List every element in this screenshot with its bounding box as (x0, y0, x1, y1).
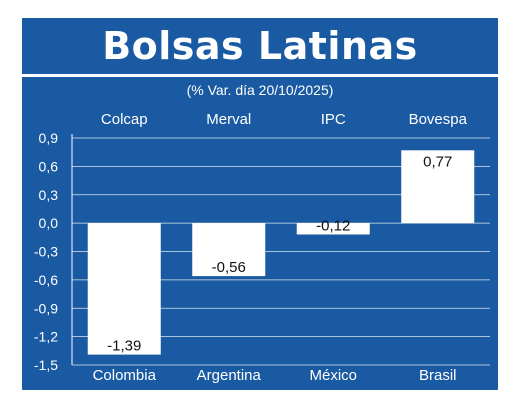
data-label: -0,56 (212, 259, 246, 276)
y-tick-label: -1,5 (34, 357, 58, 373)
bar-colombia (87, 223, 161, 355)
series-label: Merval (206, 111, 251, 128)
bar-argentina (192, 223, 266, 277)
y-tick-label: 0,3 (39, 187, 59, 203)
chart-title: Bolsas Latinas (102, 24, 418, 68)
y-tick-label: -0,3 (34, 244, 58, 260)
x-tick-label: Argentina (197, 367, 262, 384)
x-tick-label: Brasil (419, 367, 457, 384)
series-label: Bovespa (409, 111, 468, 128)
y-tick-label: -1,2 (34, 329, 58, 345)
y-tick-label: -0,6 (34, 272, 58, 288)
x-tick-label: Colombia (93, 367, 157, 384)
y-tick-label: 0,0 (39, 215, 59, 231)
bar-méxico (296, 223, 370, 235)
title-band: Bolsas Latinas (22, 18, 498, 77)
bar-brasil (401, 150, 475, 224)
series-label: IPC (321, 111, 346, 128)
x-tick-label: México (309, 367, 357, 384)
y-tick-label: 0,6 (39, 158, 59, 174)
data-label: 0,77 (423, 153, 452, 170)
chart-subtitle: (% Var. día 20/10/2025) (187, 82, 334, 98)
data-label: -0,12 (316, 217, 350, 234)
y-tick-label: 0,9 (39, 130, 59, 146)
series-label: Colcap (101, 111, 148, 128)
data-label: -1,39 (107, 338, 141, 355)
y-tick-label: -0,9 (34, 300, 58, 316)
